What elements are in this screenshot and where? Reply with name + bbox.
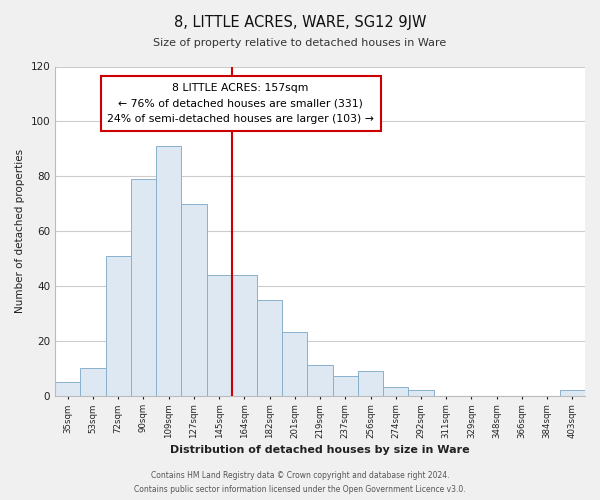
Text: 8 LITTLE ACRES: 157sqm
← 76% of detached houses are smaller (331)
24% of semi-de: 8 LITTLE ACRES: 157sqm ← 76% of detached… xyxy=(107,83,374,124)
Bar xyxy=(206,275,232,396)
Bar xyxy=(560,390,585,396)
Bar xyxy=(80,368,106,396)
X-axis label: Distribution of detached houses by size in Ware: Distribution of detached houses by size … xyxy=(170,445,470,455)
Text: Size of property relative to detached houses in Ware: Size of property relative to detached ho… xyxy=(154,38,446,48)
Bar xyxy=(257,300,282,396)
Text: Contains HM Land Registry data © Crown copyright and database right 2024.
Contai: Contains HM Land Registry data © Crown c… xyxy=(134,472,466,494)
Bar xyxy=(282,332,307,396)
Bar xyxy=(131,179,156,396)
Bar xyxy=(106,256,131,396)
Bar xyxy=(55,382,80,396)
Bar xyxy=(332,376,358,396)
Text: 8, LITTLE ACRES, WARE, SG12 9JW: 8, LITTLE ACRES, WARE, SG12 9JW xyxy=(174,15,426,30)
Y-axis label: Number of detached properties: Number of detached properties xyxy=(15,149,25,313)
Bar xyxy=(358,371,383,396)
Bar xyxy=(156,146,181,396)
Bar xyxy=(307,366,332,396)
Bar xyxy=(409,390,434,396)
Bar xyxy=(232,275,257,396)
Bar xyxy=(383,388,409,396)
Bar xyxy=(181,204,206,396)
